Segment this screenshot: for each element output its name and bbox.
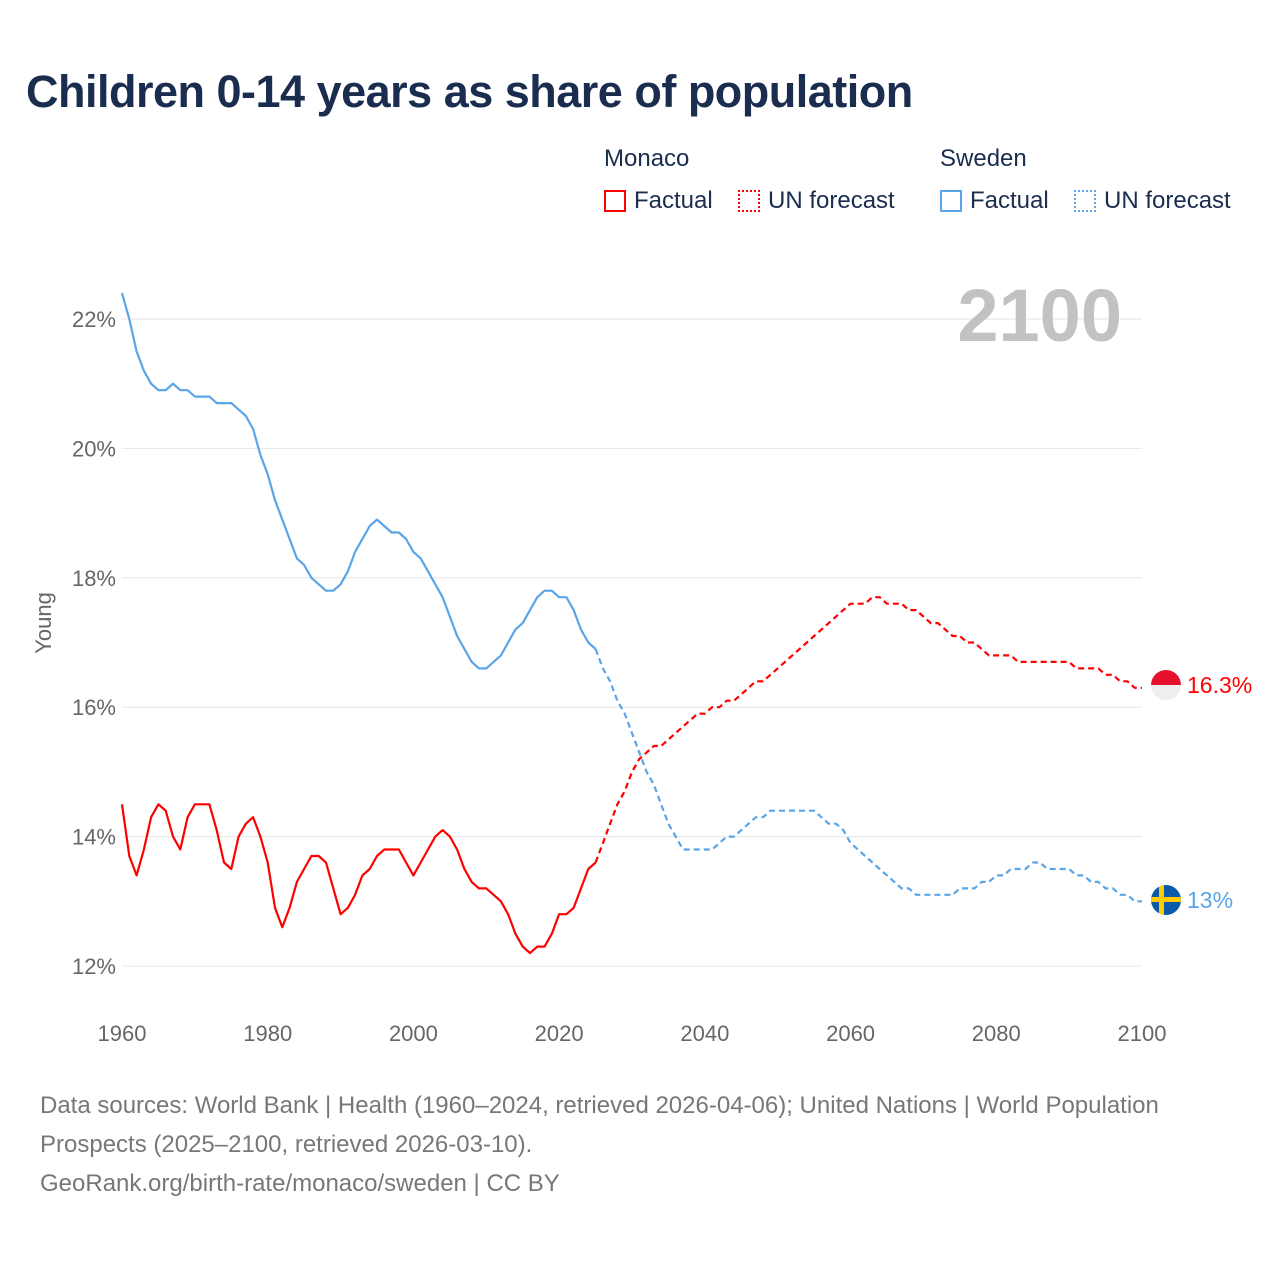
x-tick-label: 2040: [680, 1021, 729, 1046]
y-tick-label: 14%: [72, 825, 116, 850]
legend-sweden-factual[interactable]: Factual: [940, 187, 1049, 215]
y-tick-label: 20%: [72, 436, 116, 461]
y-tick-label: 22%: [72, 307, 116, 332]
legend-label: UN forecast: [768, 187, 895, 214]
x-tick-label: 2080: [972, 1021, 1021, 1046]
x-tick-label: 1980: [243, 1021, 292, 1046]
sweden-un-forecast-line: [594, 648, 1142, 903]
sweden-end-label: 13%: [1187, 887, 1233, 913]
x-tick-label: 2100: [1118, 1021, 1167, 1046]
solid-swatch-icon: [940, 190, 962, 212]
sweden-factual-line: [120, 292, 597, 670]
source-link[interactable]: GeoRank.org/birth-rate/monaco/sweden | C…: [40, 1170, 560, 1197]
chart-title: Children 0-14 years as share of populati…: [26, 66, 913, 117]
footer: Data sources: World Bank | Health (1960–…: [40, 1086, 1160, 1203]
legend-monaco-title: Monaco: [604, 145, 690, 172]
y-axis-label: Young: [31, 592, 56, 654]
legend-monaco-factual[interactable]: Factual: [604, 187, 713, 215]
x-tick-label: 1960: [98, 1021, 147, 1046]
y-tick-label: 16%: [72, 695, 116, 720]
legend-label: Factual: [970, 187, 1049, 214]
year-label: 2100: [957, 274, 1122, 357]
data-sources: Data sources: World Bank | Health (1960–…: [40, 1092, 1159, 1158]
legend-sweden-forecast[interactable]: UN forecast: [1074, 187, 1231, 215]
monaco-un-forecast-line: [594, 596, 1142, 863]
y-tick-label: 12%: [72, 954, 116, 979]
solid-swatch-icon: [604, 190, 626, 212]
legend-label: Factual: [634, 187, 713, 214]
dotted-swatch-icon: [1074, 190, 1096, 212]
y-tick-label: 18%: [72, 566, 116, 591]
x-tick-label: 2020: [535, 1021, 584, 1046]
x-tick-label: 2060: [826, 1021, 875, 1046]
sweden-flag-icon: [1151, 885, 1181, 915]
dotted-swatch-icon: [738, 190, 760, 212]
legend-sweden-title: Sweden: [940, 145, 1027, 172]
monaco-flag-icon: [1151, 670, 1181, 700]
x-tick-label: 2000: [389, 1021, 438, 1046]
monaco-factual-line: [120, 803, 597, 955]
legend-monaco-forecast[interactable]: UN forecast: [738, 187, 895, 215]
monaco-end-label: 16.3%: [1187, 672, 1252, 698]
legend-label: UN forecast: [1104, 187, 1231, 214]
